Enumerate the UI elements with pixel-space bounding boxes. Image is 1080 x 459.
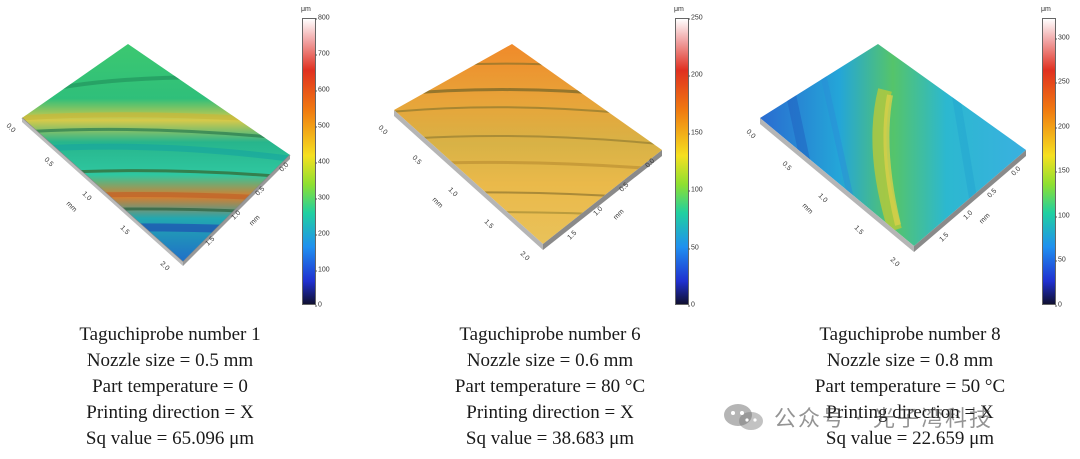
caption-sq: Sq value = 65.096 μm bbox=[85, 428, 255, 449]
caption-sq: Sq value = 38.683 μm bbox=[465, 428, 635, 449]
scale-tick: 200 bbox=[1055, 123, 1070, 131]
axis-tick: 1.0 bbox=[230, 210, 242, 222]
caption-direction: Printing direction = X bbox=[86, 402, 254, 423]
scale-tick: 150 bbox=[688, 129, 703, 137]
axis-tick: 2.0 bbox=[159, 260, 171, 272]
color-scale-probe-6: μm 250 200 150 100 50 0 bbox=[674, 6, 735, 318]
caption-temperature: Part temperature = 0 bbox=[92, 376, 248, 397]
caption-title: Taguchiprobe number 6 bbox=[459, 324, 641, 345]
scale-tick: 0 bbox=[315, 301, 322, 309]
axis-tick: 1.0 bbox=[962, 210, 974, 222]
scale-tick: 200 bbox=[315, 230, 330, 238]
scale-tick: 300 bbox=[1055, 34, 1070, 42]
caption-sq: Sq value = 22.659 μm bbox=[825, 428, 995, 449]
caption-nozzle: Nozzle size = 0.6 mm bbox=[466, 350, 634, 371]
axis-tick: 0.5 bbox=[411, 154, 423, 166]
scale-tick: 0 bbox=[1055, 301, 1062, 309]
axis-unit: mm bbox=[978, 212, 991, 225]
axis-tick: 1.5 bbox=[204, 236, 216, 248]
axis-tick: 0.0 bbox=[1010, 166, 1022, 178]
caption-probe-8: Taguchiprobe number 8 Nozzle size = 0.8 … bbox=[730, 322, 1080, 452]
scale-tick: 700 bbox=[315, 50, 330, 58]
axis-tick: 1.5 bbox=[566, 230, 578, 242]
caption-probe-1: Taguchiprobe number 1 Nozzle size = 0.5 … bbox=[0, 322, 350, 452]
axis-tick: 2.0 bbox=[519, 250, 531, 262]
axis-tick: 1.0 bbox=[81, 190, 93, 202]
caption-title: Taguchiprobe number 1 bbox=[79, 324, 261, 345]
axis-tick: 1.5 bbox=[853, 224, 865, 236]
scale-tick: 400 bbox=[315, 158, 330, 166]
axis-unit: mm bbox=[248, 214, 261, 227]
axis-tick: 1.5 bbox=[938, 232, 950, 244]
scale-unit: μm bbox=[1041, 6, 1051, 13]
caption-temperature: Part temperature = 50 °C bbox=[814, 376, 1006, 397]
axis-tick: 0.5 bbox=[618, 182, 630, 194]
panel-probe-8: 0.0 0.5 1.0 1.5 2.0 mm 1.5 1.0 0.5 0.0 m… bbox=[720, 0, 1080, 459]
axis-tick: 0.5 bbox=[781, 160, 793, 172]
scale-tick: 50 bbox=[688, 244, 699, 252]
surface-map-probe-1: 0.0 0.5 1.0 1.5 2.0 mm 1.5 1.0 0.5 0.0 m… bbox=[5, 44, 291, 272]
axis-tick: 2.0 bbox=[889, 256, 901, 268]
caption-nozzle: Nozzle size = 0.8 mm bbox=[826, 350, 994, 371]
axis-tick: 0.5 bbox=[254, 186, 266, 198]
axis-tick: 1.5 bbox=[119, 224, 131, 236]
caption-temperature: Part temperature = 80 °C bbox=[454, 376, 646, 397]
axis-tick: 0.0 bbox=[377, 124, 389, 136]
scale-unit: μm bbox=[301, 6, 311, 13]
scale-tick: 600 bbox=[315, 86, 330, 94]
axis-tick: 0.0 bbox=[278, 162, 290, 174]
scale-tick: 250 bbox=[1055, 78, 1070, 86]
axis-unit: mm bbox=[65, 200, 78, 213]
caption-nozzle: Nozzle size = 0.5 mm bbox=[86, 350, 254, 371]
surface-map-probe-8: 0.0 0.5 1.0 1.5 2.0 mm 1.5 1.0 0.5 0.0 m… bbox=[745, 44, 1026, 268]
caption-title: Taguchiprobe number 8 bbox=[819, 324, 1001, 345]
caption-probe-6: Taguchiprobe number 6 Nozzle size = 0.6 … bbox=[370, 322, 730, 452]
scale-unit: μm bbox=[674, 6, 684, 13]
axis-tick: 1.0 bbox=[592, 206, 604, 218]
axis-unit: mm bbox=[801, 202, 814, 215]
scale-tick: 150 bbox=[1055, 167, 1070, 175]
scale-tick: 500 bbox=[315, 122, 330, 130]
watermark: 公众号 · 光子湾科技 bbox=[722, 398, 1052, 436]
scale-tick: 0 bbox=[688, 301, 695, 309]
scale-tick: 50 bbox=[1055, 256, 1066, 264]
surface-map-probe-6: 0.0 0.5 1.0 1.5 2.0 mm 1.5 1.0 0.5 0.0 m… bbox=[377, 44, 662, 262]
axis-tick: 0.5 bbox=[43, 156, 55, 168]
axis-tick: 1.0 bbox=[817, 192, 829, 204]
axis-tick: 1.5 bbox=[483, 218, 495, 230]
color-scale-probe-1: μm 800 700 600 500 400 300 200 100 0 bbox=[301, 6, 362, 318]
scale-tick: 200 bbox=[688, 71, 703, 79]
scale-tick: 100 bbox=[1055, 212, 1070, 220]
scale-tick: 800 bbox=[315, 14, 330, 22]
panel-probe-6: 0.0 0.5 1.0 1.5 2.0 mm 1.5 1.0 0.5 0.0 m… bbox=[370, 0, 730, 459]
axis-unit: mm bbox=[431, 196, 444, 209]
scale-tick: 300 bbox=[315, 194, 330, 202]
watermark-text: 公众号 · 光子湾科技 bbox=[774, 407, 993, 432]
caption-direction: Printing direction = X bbox=[826, 402, 994, 423]
scale-tick: 100 bbox=[688, 186, 703, 194]
axis-tick: 1.0 bbox=[447, 186, 459, 198]
color-scale-probe-8: μm 300 250 200 150 100 50 0 bbox=[1041, 6, 1080, 318]
wechat-icon bbox=[724, 404, 763, 430]
color-scale-bar bbox=[675, 18, 689, 305]
color-scale-bar bbox=[302, 18, 316, 305]
axis-tick: 0.0 bbox=[644, 158, 656, 170]
color-scale-bar bbox=[1042, 18, 1056, 305]
axis-unit: mm bbox=[612, 208, 625, 221]
scale-tick: 100 bbox=[315, 266, 330, 274]
axis-tick: 0.0 bbox=[745, 128, 757, 140]
scale-tick: 250 bbox=[688, 14, 703, 22]
caption-direction: Printing direction = X bbox=[466, 402, 634, 423]
panel-probe-1: 0.0 0.5 1.0 1.5 2.0 mm 1.5 1.0 0.5 0.0 m… bbox=[0, 0, 360, 459]
axis-tick: 0.0 bbox=[5, 122, 17, 134]
axis-tick: 0.5 bbox=[986, 188, 998, 200]
